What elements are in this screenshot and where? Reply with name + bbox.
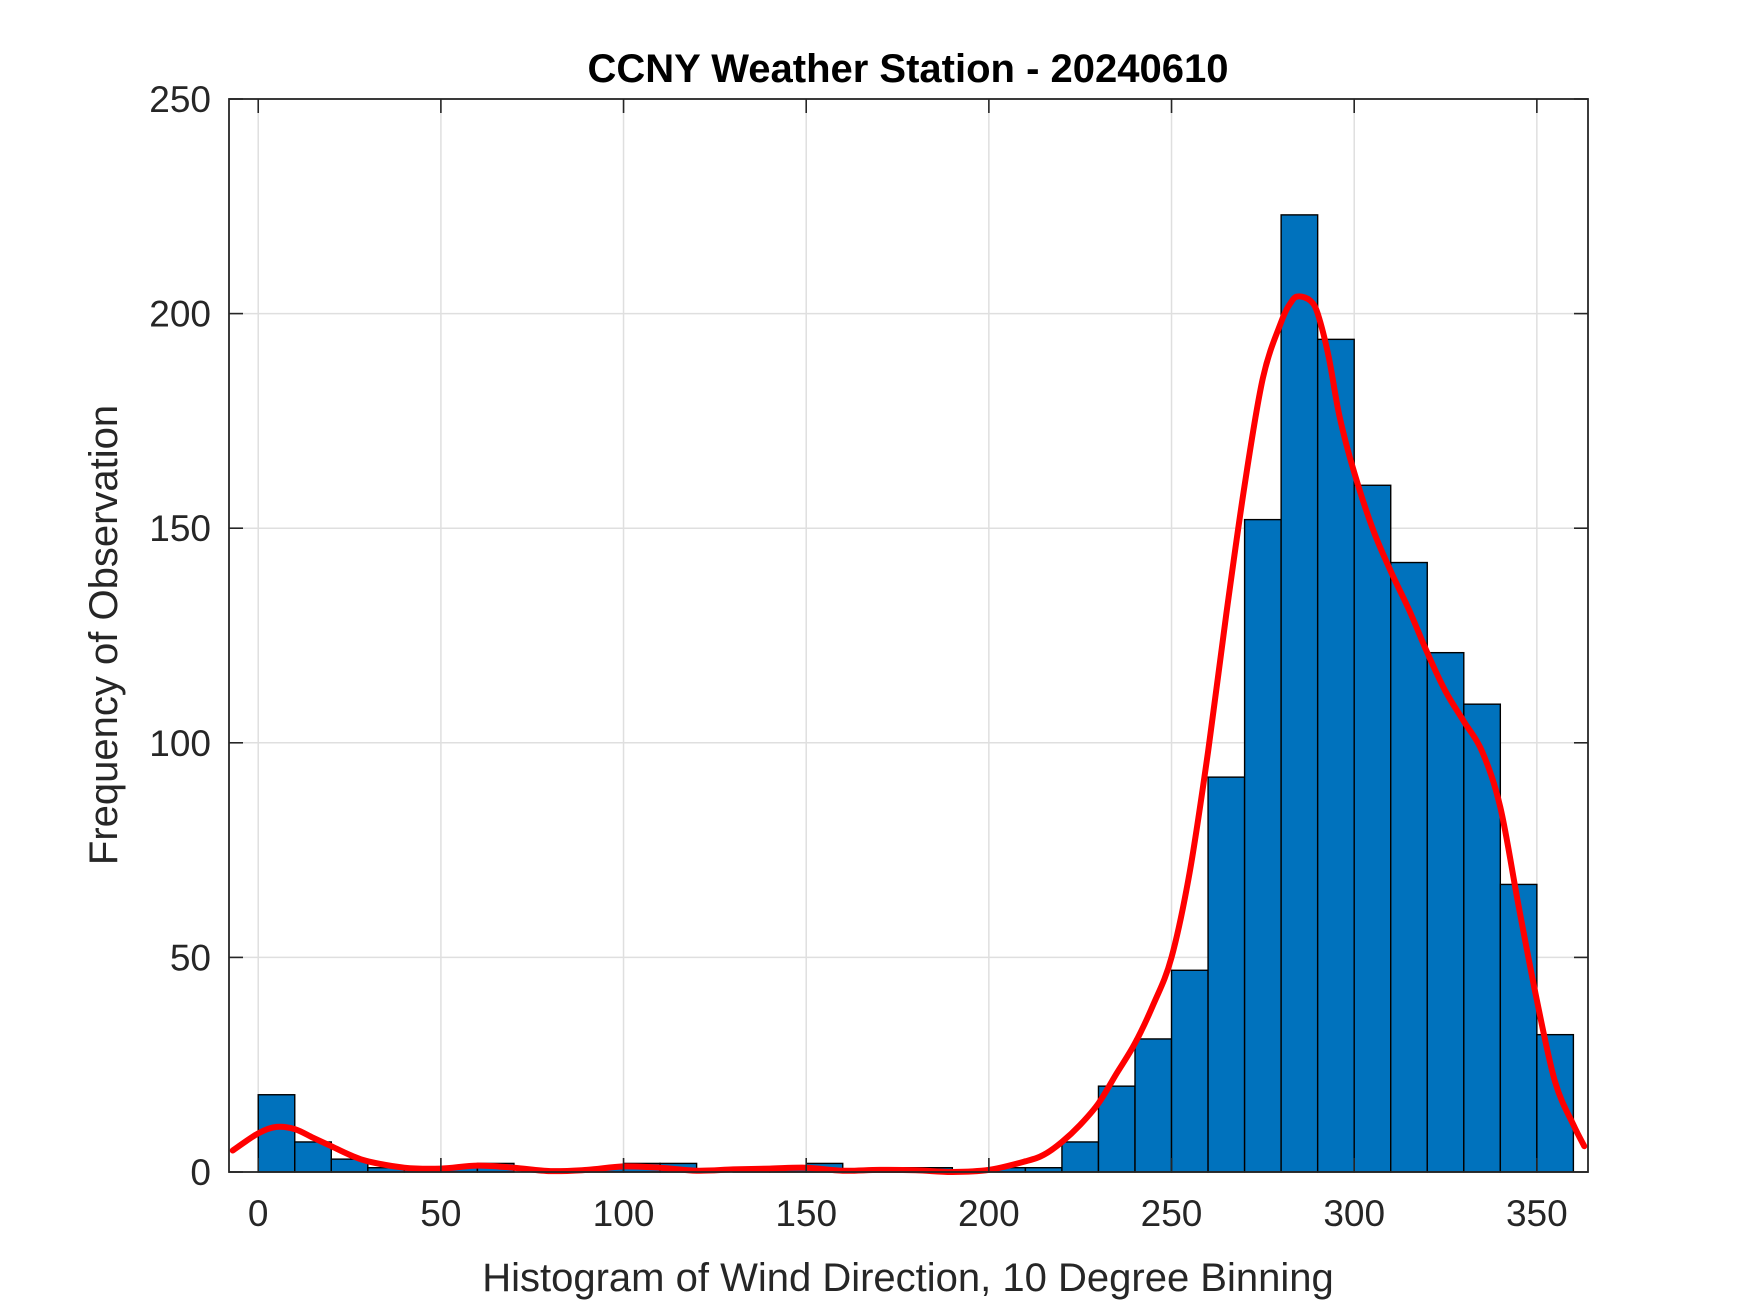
x-axis-label: Histogram of Wind Direction, 10 Degree B…: [482, 1256, 1334, 1300]
histogram-bar-300: [1353, 484, 1392, 1173]
y-tick-label: 150: [149, 508, 211, 549]
x-tick-label: 200: [958, 1193, 1020, 1234]
axis-ticks: [229, 98, 1588, 1173]
histogram-bar-280: [1280, 214, 1319, 1173]
histogram-bar-330: [1463, 703, 1502, 1173]
histogram-bar-260: [1207, 776, 1246, 1173]
y-tick-label: 250: [149, 79, 211, 120]
x-tick-label: 300: [1323, 1193, 1385, 1234]
histogram-bar-240: [1134, 1038, 1173, 1173]
x-tick-label: 350: [1506, 1193, 1568, 1234]
density-curve-layer: [229, 293, 1588, 1176]
histogram-bar-250: [1170, 969, 1209, 1173]
x-tick-label: 0: [248, 1193, 269, 1234]
histogram-bar-310: [1390, 561, 1428, 1173]
y-tick-label: 200: [149, 294, 211, 335]
histogram-bar-320: [1426, 651, 1465, 1173]
histogram-bar-270: [1243, 518, 1282, 1173]
x-tick-label: 100: [593, 1193, 655, 1234]
plot-axes-box: [228, 98, 1589, 1173]
histogram-bars: [257, 214, 1575, 1173]
histogram-bar-340: [1499, 883, 1538, 1173]
x-tick-label: 150: [775, 1193, 837, 1234]
histogram-bar-220: [1061, 1141, 1100, 1173]
y-tick-label: 50: [170, 937, 211, 978]
y-axis-label: Frequency of Observation: [82, 405, 126, 865]
histogram-bar-230: [1097, 1085, 1136, 1173]
chart-title: CCNY Weather Station - 20240610: [588, 47, 1229, 91]
density-curve-line: [229, 293, 1588, 1176]
histogram-bar-350: [1536, 1033, 1575, 1173]
y-tick-label: 0: [190, 1152, 211, 1193]
x-tick-label: 50: [420, 1193, 461, 1234]
x-tick-label: 250: [1141, 1193, 1203, 1234]
histogram-bar-10: [294, 1141, 332, 1173]
tick-labels: 0 50 100 150 200 250 300 350 0 50 100 150 200 250: [149, 79, 1567, 1234]
y-tick-label: 100: [149, 723, 211, 764]
